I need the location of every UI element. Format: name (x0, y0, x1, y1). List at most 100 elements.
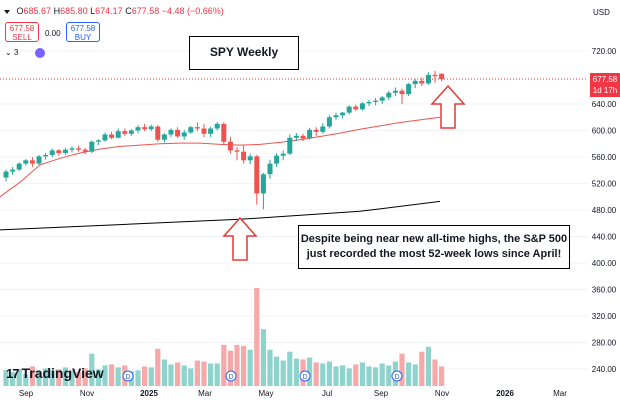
volume-bar (201, 361, 207, 386)
volume-bar (293, 358, 299, 386)
candle (194, 122, 200, 132)
candle-body (399, 90, 405, 95)
candle-body (293, 135, 299, 138)
x-tick-label: May (258, 389, 273, 398)
sell-price: 677.58 (9, 24, 35, 33)
candle (148, 124, 154, 132)
candle (175, 127, 181, 138)
sell-button[interactable]: 677.58 SELL (5, 22, 39, 42)
candle-body (214, 123, 220, 129)
candle (392, 87, 398, 97)
close-label: C (125, 6, 132, 16)
candle (181, 129, 187, 140)
candle (280, 150, 286, 161)
candle (346, 105, 352, 115)
tradingview-logo[interactable]: 17 TradingView (6, 365, 104, 381)
candlesticks (3, 70, 445, 210)
y-tick-label: 520.00 (592, 180, 617, 189)
candle-body (320, 126, 326, 132)
dividend-circle (122, 370, 134, 382)
candle (293, 133, 299, 142)
candle (432, 70, 438, 83)
dividend-label: D (302, 374, 307, 381)
candle-body (3, 171, 9, 178)
candle-body (188, 127, 194, 133)
candle (307, 127, 313, 140)
volume-bar (76, 372, 82, 386)
candle-body (109, 134, 115, 138)
candle-body (82, 149, 88, 152)
candle-body (76, 148, 82, 150)
candle (95, 139, 101, 146)
candle-body (412, 80, 418, 85)
volume-bar (340, 365, 346, 386)
y-tick-label: 600.00 (592, 127, 617, 136)
y-tick-label: 240.00 (592, 365, 617, 374)
candle (267, 159, 273, 179)
volume-bar (109, 364, 115, 386)
candle-body (148, 126, 154, 130)
candle (16, 162, 22, 171)
loading-icon (34, 48, 45, 58)
candle (300, 133, 306, 142)
candle-body (439, 73, 445, 80)
candle (254, 155, 260, 205)
candle (142, 123, 148, 132)
dividend-label: D (125, 374, 130, 381)
indicators-toggle[interactable]: ⌄ 3 (5, 48, 45, 58)
volume-bar (326, 361, 332, 386)
candle-body (353, 106, 359, 110)
x-tick-label: Mar (553, 389, 567, 398)
currency-label[interactable]: USD (593, 8, 610, 17)
candle (69, 146, 75, 153)
chevron-down-icon: ⌄ (5, 48, 12, 58)
candle (155, 125, 161, 142)
candle (214, 121, 220, 131)
candle (102, 132, 108, 142)
candle (135, 125, 141, 134)
volume-bar (208, 363, 214, 386)
candle-body (135, 127, 141, 131)
buy-label: BUY (74, 33, 92, 42)
buy-button[interactable]: 677.58 BUY (66, 22, 100, 42)
candle (115, 128, 121, 139)
candle-body (247, 156, 253, 161)
volume-bar (69, 371, 75, 386)
volume-bar (353, 364, 359, 386)
candle (221, 122, 227, 146)
arrow-up-icon (430, 84, 466, 129)
candle-body (175, 129, 181, 137)
candle-body (366, 102, 372, 104)
candle (399, 88, 405, 104)
candle (89, 140, 95, 154)
volume-bar (399, 353, 405, 386)
low-label: L (90, 6, 96, 16)
candle-body (168, 129, 174, 135)
volume-bar (254, 288, 260, 386)
candle (122, 128, 128, 136)
candle (320, 123, 326, 134)
volume-bar (221, 344, 227, 386)
volume-bar (267, 349, 273, 386)
chevron-down-icon[interactable] (4, 9, 10, 14)
candle-body (307, 129, 313, 139)
candle-body (406, 84, 412, 95)
candle-body (254, 156, 260, 194)
y-tick-label: 320.00 (592, 312, 617, 321)
ohlc-readout: O685.67 H685.80 L674.17 C677.58 −4.48 (−… (4, 6, 224, 16)
candle (379, 96, 385, 104)
candle-body (419, 80, 425, 84)
x-tick-label: Nov (435, 389, 449, 398)
candle (161, 133, 167, 143)
candle (340, 111, 346, 119)
candle (29, 157, 35, 167)
x-tick-label: Jul (322, 389, 332, 398)
volume-bar (412, 364, 418, 386)
candle-body (340, 112, 346, 116)
volume-bar (95, 369, 101, 386)
candle (23, 158, 29, 166)
candle (49, 148, 55, 157)
tradingview-logo-text: TradingView (21, 365, 104, 381)
dividend-marker: D (299, 370, 311, 382)
